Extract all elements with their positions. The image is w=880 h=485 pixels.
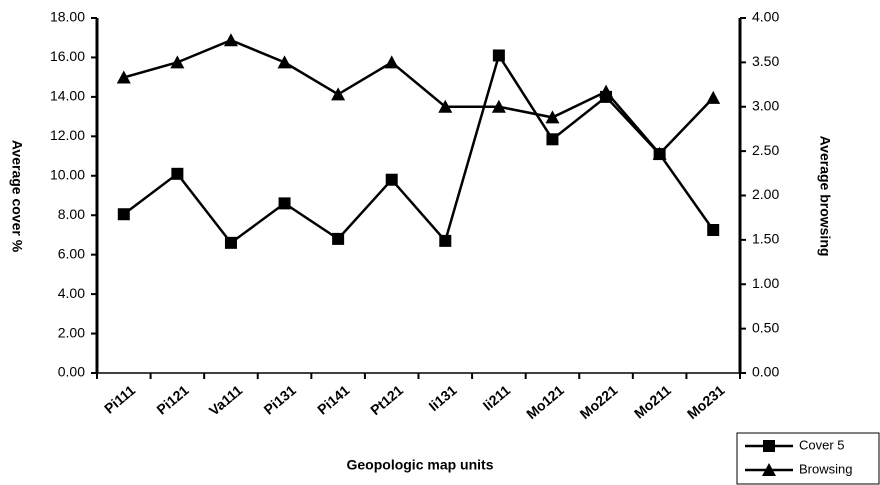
legend — [736, 432, 880, 485]
x-tick-label: Pi121 — [153, 382, 191, 418]
x-tick-label: Mo121 — [523, 382, 567, 422]
y-tick-label: 4.00 — [58, 285, 85, 301]
legend-label: Cover 5 — [799, 437, 845, 452]
marker — [223, 33, 238, 47]
marker — [224, 236, 237, 249]
y2-tick-label: 2.50 — [752, 142, 779, 158]
x-axis-label: Geopologic map units — [346, 457, 493, 473]
marker — [117, 208, 130, 221]
y2-tick-label: 3.50 — [752, 53, 779, 69]
y2-axis-label: Average browsing — [817, 136, 833, 257]
marker — [385, 173, 398, 186]
y2-tick-label: 1.50 — [752, 231, 779, 247]
series-line — [123, 38, 715, 156]
x-tick-label: Ii211 — [480, 382, 514, 414]
y-tick-label: 18.00 — [50, 9, 85, 25]
marker — [331, 87, 346, 101]
marker — [171, 167, 184, 180]
marker — [278, 197, 291, 210]
legend-marker — [763, 440, 775, 452]
legend-label: Browsing — [799, 461, 852, 476]
x-tick-label: Va111 — [206, 382, 246, 419]
y-axis-label: Average cover % — [9, 140, 25, 253]
y2-tick-label: 2.00 — [752, 186, 779, 202]
marker — [332, 232, 345, 245]
x-tick-label: Pi141 — [314, 382, 352, 418]
marker — [706, 90, 721, 104]
y-tick-label: 10.00 — [50, 166, 85, 182]
x-tick-label: Mo211 — [631, 382, 674, 422]
marker — [277, 55, 292, 69]
x-tick-label: Mo231 — [684, 382, 728, 422]
y-tick-label: 14.00 — [50, 88, 85, 104]
y-tick-label: 2.00 — [58, 324, 85, 340]
marker — [439, 234, 452, 247]
marker — [491, 99, 506, 113]
marker — [384, 55, 399, 69]
marker — [652, 146, 667, 160]
marker — [438, 99, 453, 113]
y-tick-label: 16.00 — [50, 48, 85, 64]
marker — [545, 110, 560, 124]
y2-tick-label: 0.00 — [752, 364, 779, 380]
marker — [546, 133, 559, 146]
marker — [170, 55, 185, 69]
y2-tick-label: 0.50 — [752, 319, 779, 335]
marker — [707, 224, 720, 237]
x-tick-label: Mo221 — [577, 382, 621, 422]
y-tick-label: 8.00 — [58, 206, 85, 222]
x-tick-label: Pt121 — [367, 382, 406, 418]
y-tick-label: 0.00 — [58, 364, 85, 380]
y2-tick-label: 4.00 — [752, 9, 779, 25]
legend-marker — [762, 463, 776, 476]
y2-tick-label: 1.00 — [752, 275, 779, 291]
y2-tick-label: 3.00 — [752, 97, 779, 113]
marker — [599, 84, 614, 98]
x-tick-label: Ii131 — [425, 382, 459, 414]
x-tick-label: Pi131 — [261, 382, 299, 418]
marker — [116, 70, 131, 84]
marker — [492, 49, 505, 62]
y-tick-label: 12.00 — [50, 127, 85, 143]
series-line — [123, 52, 715, 245]
y-tick-label: 6.00 — [58, 245, 85, 261]
x-tick-label: Pi111 — [101, 382, 138, 417]
